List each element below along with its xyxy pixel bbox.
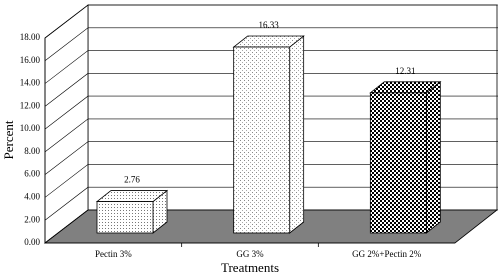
y-tick-label: 16.00 <box>20 55 41 65</box>
grid-line <box>44 141 498 175</box>
grid-line <box>44 4 498 39</box>
y-tick-label: 0.00 <box>24 237 40 247</box>
value-label: 12.31 <box>395 66 415 76</box>
grid-line <box>44 27 498 62</box>
x-axis-title: Treatments <box>221 260 279 275</box>
grid-line <box>44 50 498 84</box>
grid-line <box>44 118 498 153</box>
bar <box>96 201 154 234</box>
x-tick-label: Pectin 3% <box>95 249 132 259</box>
y-tick-label: 18.00 <box>20 32 41 42</box>
grid-line <box>44 186 498 221</box>
y-tick-label: 4.00 <box>24 192 40 202</box>
bar-side <box>425 80 441 234</box>
grid-line <box>44 209 498 244</box>
grid-line <box>44 164 498 198</box>
bar <box>233 46 291 234</box>
y-tick-label: 8.00 <box>24 146 40 156</box>
bar-side <box>289 35 305 234</box>
y-tick-label: 10.00 <box>20 123 41 133</box>
grid-line <box>44 95 498 130</box>
x-tick-label: GG 2%+Pectin 2% <box>352 249 422 259</box>
y-tick-label: 6.00 <box>24 169 40 179</box>
y-tick-label: 12.00 <box>20 100 41 110</box>
x-tick-label: GG 3% <box>236 249 264 259</box>
grid-line <box>44 73 498 107</box>
y-tick-label: 14.00 <box>20 78 41 88</box>
value-label: 2.76 <box>124 175 140 185</box>
bar <box>369 92 427 234</box>
y-tick-label: 2.00 <box>24 214 40 224</box>
value-label: 16.33 <box>259 20 280 30</box>
y-axis-title: Percent <box>1 120 16 159</box>
